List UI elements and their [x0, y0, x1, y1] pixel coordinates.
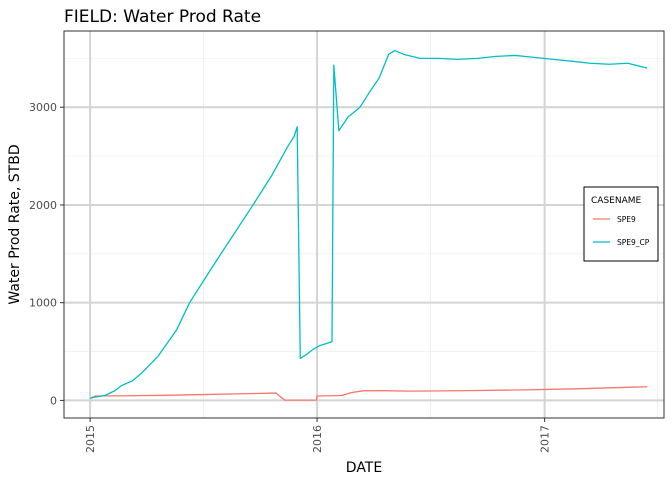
x-tick-label: 2017: [539, 425, 552, 453]
x-tick-label: 2015: [84, 425, 97, 453]
y-tick-label: 3000: [29, 101, 57, 114]
x-axis-title: DATE: [346, 460, 382, 476]
legend-label-spe9-cp: SPE9_CP: [617, 238, 650, 247]
legend: CASENAME SPE9 SPE9_CP: [583, 186, 659, 262]
x-axis: 2015 2016 2017: [84, 418, 552, 453]
chart-title: FIELD: Water Prod Rate: [64, 7, 261, 27]
legend-box: [583, 186, 659, 262]
y-axis-title: Water Prod Rate, STBD: [7, 144, 23, 304]
grid-major: [64, 31, 664, 418]
legend-title: CASENAME: [591, 196, 641, 206]
series-layer: [89, 49, 648, 401]
grid-minor: [64, 31, 664, 418]
y-tick-label: 0: [50, 394, 57, 407]
legend-label-spe9: SPE9: [617, 215, 636, 224]
series-line-spe9-cp: [89, 49, 648, 400]
y-tick-label: 1000: [29, 297, 57, 310]
y-tick-label: 2000: [29, 199, 57, 212]
x-tick-label: 2016: [311, 425, 324, 453]
y-axis: 0 1000 2000 3000: [29, 101, 64, 407]
plot-panel-border: [63, 30, 665, 419]
series-line-spe9: [89, 386, 648, 401]
